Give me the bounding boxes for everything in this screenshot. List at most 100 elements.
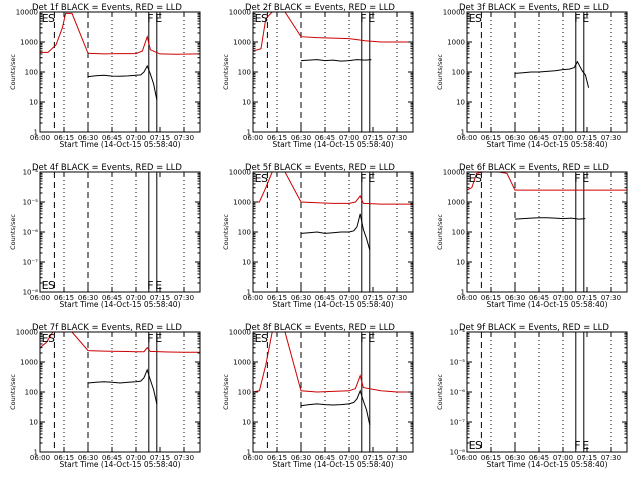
x-tick-label: 06:00 xyxy=(30,134,50,142)
x-tick-label: 06:30 xyxy=(78,294,98,302)
y-tick-label: 1 xyxy=(461,129,465,137)
x-tick-label: 07:30 xyxy=(387,294,407,302)
y-tick-label: 10⁻⁷ xyxy=(23,259,39,267)
series-line-2 xyxy=(40,332,200,353)
x-tick-label: 06:45 xyxy=(529,454,549,462)
event-marker-e: E xyxy=(255,12,262,25)
event-marker-s: S xyxy=(48,332,55,345)
panel-title: Det 8f BLACK = Events, RED = LLD xyxy=(245,323,395,333)
event-marker-f: F xyxy=(360,172,366,185)
x-tick-label: 06:15 xyxy=(267,294,287,302)
panel-9: Det 9f BLACK = Events, RED = LLD 10⁻⁸ 10⁻⁷… xyxy=(436,323,628,469)
panel-3: Det 3f BLACK = Events, RED = LLD 1 10 100 10… xyxy=(436,3,628,149)
y-tick-label: 10000 xyxy=(16,329,38,337)
x-tick-label: 06:45 xyxy=(315,294,335,302)
panel-8: Det 8f BLACK = Events, RED = LLD 1 10 100 10… xyxy=(222,323,414,469)
x-tick-label: 06:00 xyxy=(243,294,263,302)
series-line-1 xyxy=(300,389,371,426)
x-tick-label: 07:30 xyxy=(601,134,621,142)
event-marker-f: F xyxy=(574,12,580,25)
y-tick-label: 100 xyxy=(25,69,38,77)
x-tick-label: 06:30 xyxy=(505,454,525,462)
event-marker-f: F xyxy=(147,279,153,292)
x-tick-label: 07:00 xyxy=(339,294,359,302)
event-marker-s: S xyxy=(48,12,55,25)
x-tick-label: 06:45 xyxy=(315,134,335,142)
x-axis-label: Start Time (14-Oct-15 05:58:40) xyxy=(59,300,180,309)
y-tick-label: 10 xyxy=(456,99,465,107)
y-tick-label: 10⁻⁶ xyxy=(23,229,39,237)
y-tick-label: 10⁻⁸ xyxy=(23,289,39,297)
panel-title: Det 2f BLACK = Events, RED = LLD xyxy=(245,3,395,13)
panel-1: Det 1f BLACK = Events, RED = LLD 1 10 100 10… xyxy=(9,3,201,149)
series-line-2 xyxy=(467,172,627,191)
x-tick-label: 06:00 xyxy=(457,294,477,302)
event-marker-e: E xyxy=(155,12,162,25)
event-marker-e: E xyxy=(469,12,476,25)
panel-6: Det 6f BLACK = Events, RED = LLD 1 10 100 10… xyxy=(436,163,628,309)
x-tick-label: 06:30 xyxy=(78,454,98,462)
panel-5: Det 5f BLACK = Events, RED = LLD 1 10 100 10… xyxy=(222,163,414,309)
x-tick-label: 07:15 xyxy=(577,294,597,302)
x-tick-label: 06:15 xyxy=(481,134,501,142)
y-tick-label: 10 xyxy=(29,99,38,107)
y-tick-label: 1000 xyxy=(233,199,251,207)
event-marker-s: S xyxy=(475,439,482,452)
x-tick-label: 07:00 xyxy=(553,294,573,302)
x-tick-label: 06:45 xyxy=(529,134,549,142)
event-marker-e: E xyxy=(469,172,476,185)
event-marker-f: F xyxy=(360,332,366,345)
y-tick-label: 1 xyxy=(34,129,38,137)
y-tick-label: 10⁻⁵ xyxy=(450,359,466,367)
series-line-1 xyxy=(300,59,372,62)
y-tick-label: 10000 xyxy=(443,169,465,177)
y-tick-label: 100 xyxy=(452,69,465,77)
y-tick-label: 1000 xyxy=(20,359,38,367)
x-tick-label: 06:30 xyxy=(291,454,311,462)
event-marker-e: E xyxy=(469,439,476,452)
x-tick-label: 06:15 xyxy=(54,294,74,302)
x-tick-label: 06:30 xyxy=(78,134,98,142)
event-marker-e: E xyxy=(155,279,162,292)
series-line-2 xyxy=(253,332,413,393)
x-tick-label: 07:30 xyxy=(387,454,407,462)
event-marker-s: S xyxy=(261,172,268,185)
x-tick-label: 07:30 xyxy=(601,454,621,462)
x-tick-label: 06:30 xyxy=(505,294,525,302)
y-axis-label: Counts/sec xyxy=(9,214,17,250)
x-tick-label: 06:45 xyxy=(102,134,122,142)
x-tick-label: 06:00 xyxy=(243,134,263,142)
x-tick-label: 07:00 xyxy=(126,134,146,142)
x-tick-label: 06:45 xyxy=(315,454,335,462)
x-tick-label: 06:45 xyxy=(102,454,122,462)
event-marker-e: E xyxy=(582,439,589,452)
y-tick-label: 10000 xyxy=(16,9,38,17)
x-tick-label: 07:15 xyxy=(150,294,170,302)
y-tick-label: 100 xyxy=(238,229,251,237)
event-marker-s: S xyxy=(48,279,55,292)
series-line-1 xyxy=(87,368,158,405)
event-marker-e: E xyxy=(368,172,375,185)
x-axis-label: Start Time (14-Oct-15 05:58:40) xyxy=(272,300,393,309)
x-tick-label: 06:15 xyxy=(481,294,501,302)
y-tick-label: 10⁻⁶ xyxy=(450,389,466,397)
x-tick-label: 07:15 xyxy=(577,454,597,462)
event-marker-e: E xyxy=(42,332,49,345)
event-marker-f: F xyxy=(147,12,153,25)
x-tick-label: 07:00 xyxy=(553,454,573,462)
event-marker-e: E xyxy=(255,332,262,345)
y-tick-label: 10 xyxy=(29,419,38,427)
x-tick-label: 07:00 xyxy=(553,134,573,142)
y-tick-label: 1 xyxy=(34,449,38,457)
x-tick-label: 07:00 xyxy=(126,454,146,462)
event-marker-e: E xyxy=(368,332,375,345)
x-tick-label: 06:15 xyxy=(481,454,501,462)
y-tick-label: 10⁻⁴ xyxy=(23,169,39,177)
x-tick-label: 07:15 xyxy=(363,294,383,302)
event-marker-s: S xyxy=(475,12,482,25)
x-tick-label: 07:30 xyxy=(174,454,194,462)
y-tick-label: 10⁻⁴ xyxy=(450,329,466,337)
x-tick-label: 06:00 xyxy=(457,454,477,462)
event-marker-e: E xyxy=(255,172,262,185)
x-tick-label: 07:00 xyxy=(339,134,359,142)
